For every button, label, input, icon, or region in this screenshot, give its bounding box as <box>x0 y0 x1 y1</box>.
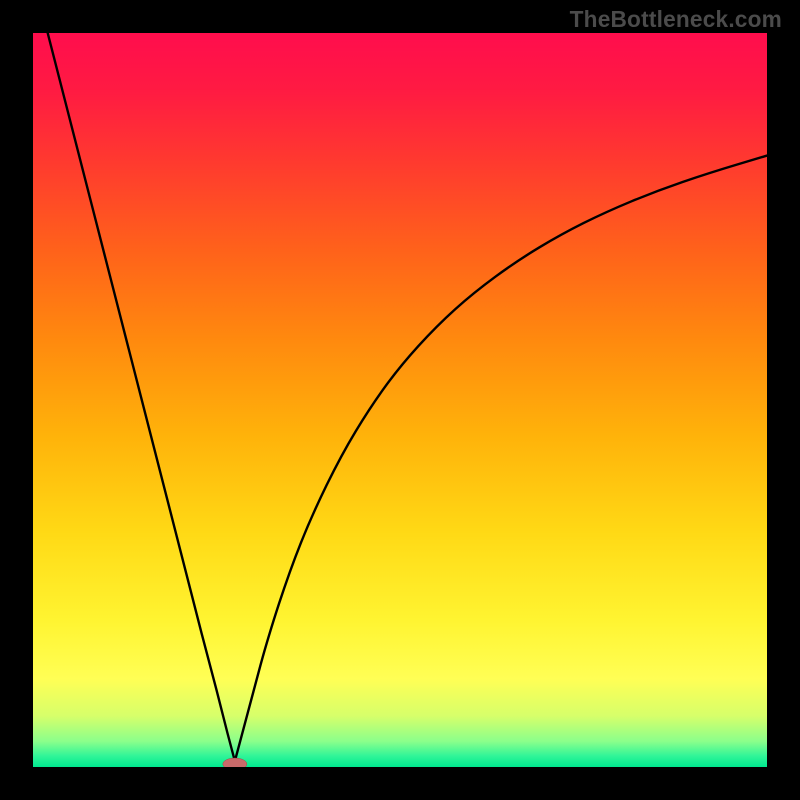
chart-container: TheBottleneck.com <box>0 0 800 800</box>
bottleneck-chart <box>0 0 800 800</box>
watermark-text: TheBottleneck.com <box>570 6 782 33</box>
plot-area <box>33 33 767 770</box>
gradient-background <box>33 33 767 767</box>
